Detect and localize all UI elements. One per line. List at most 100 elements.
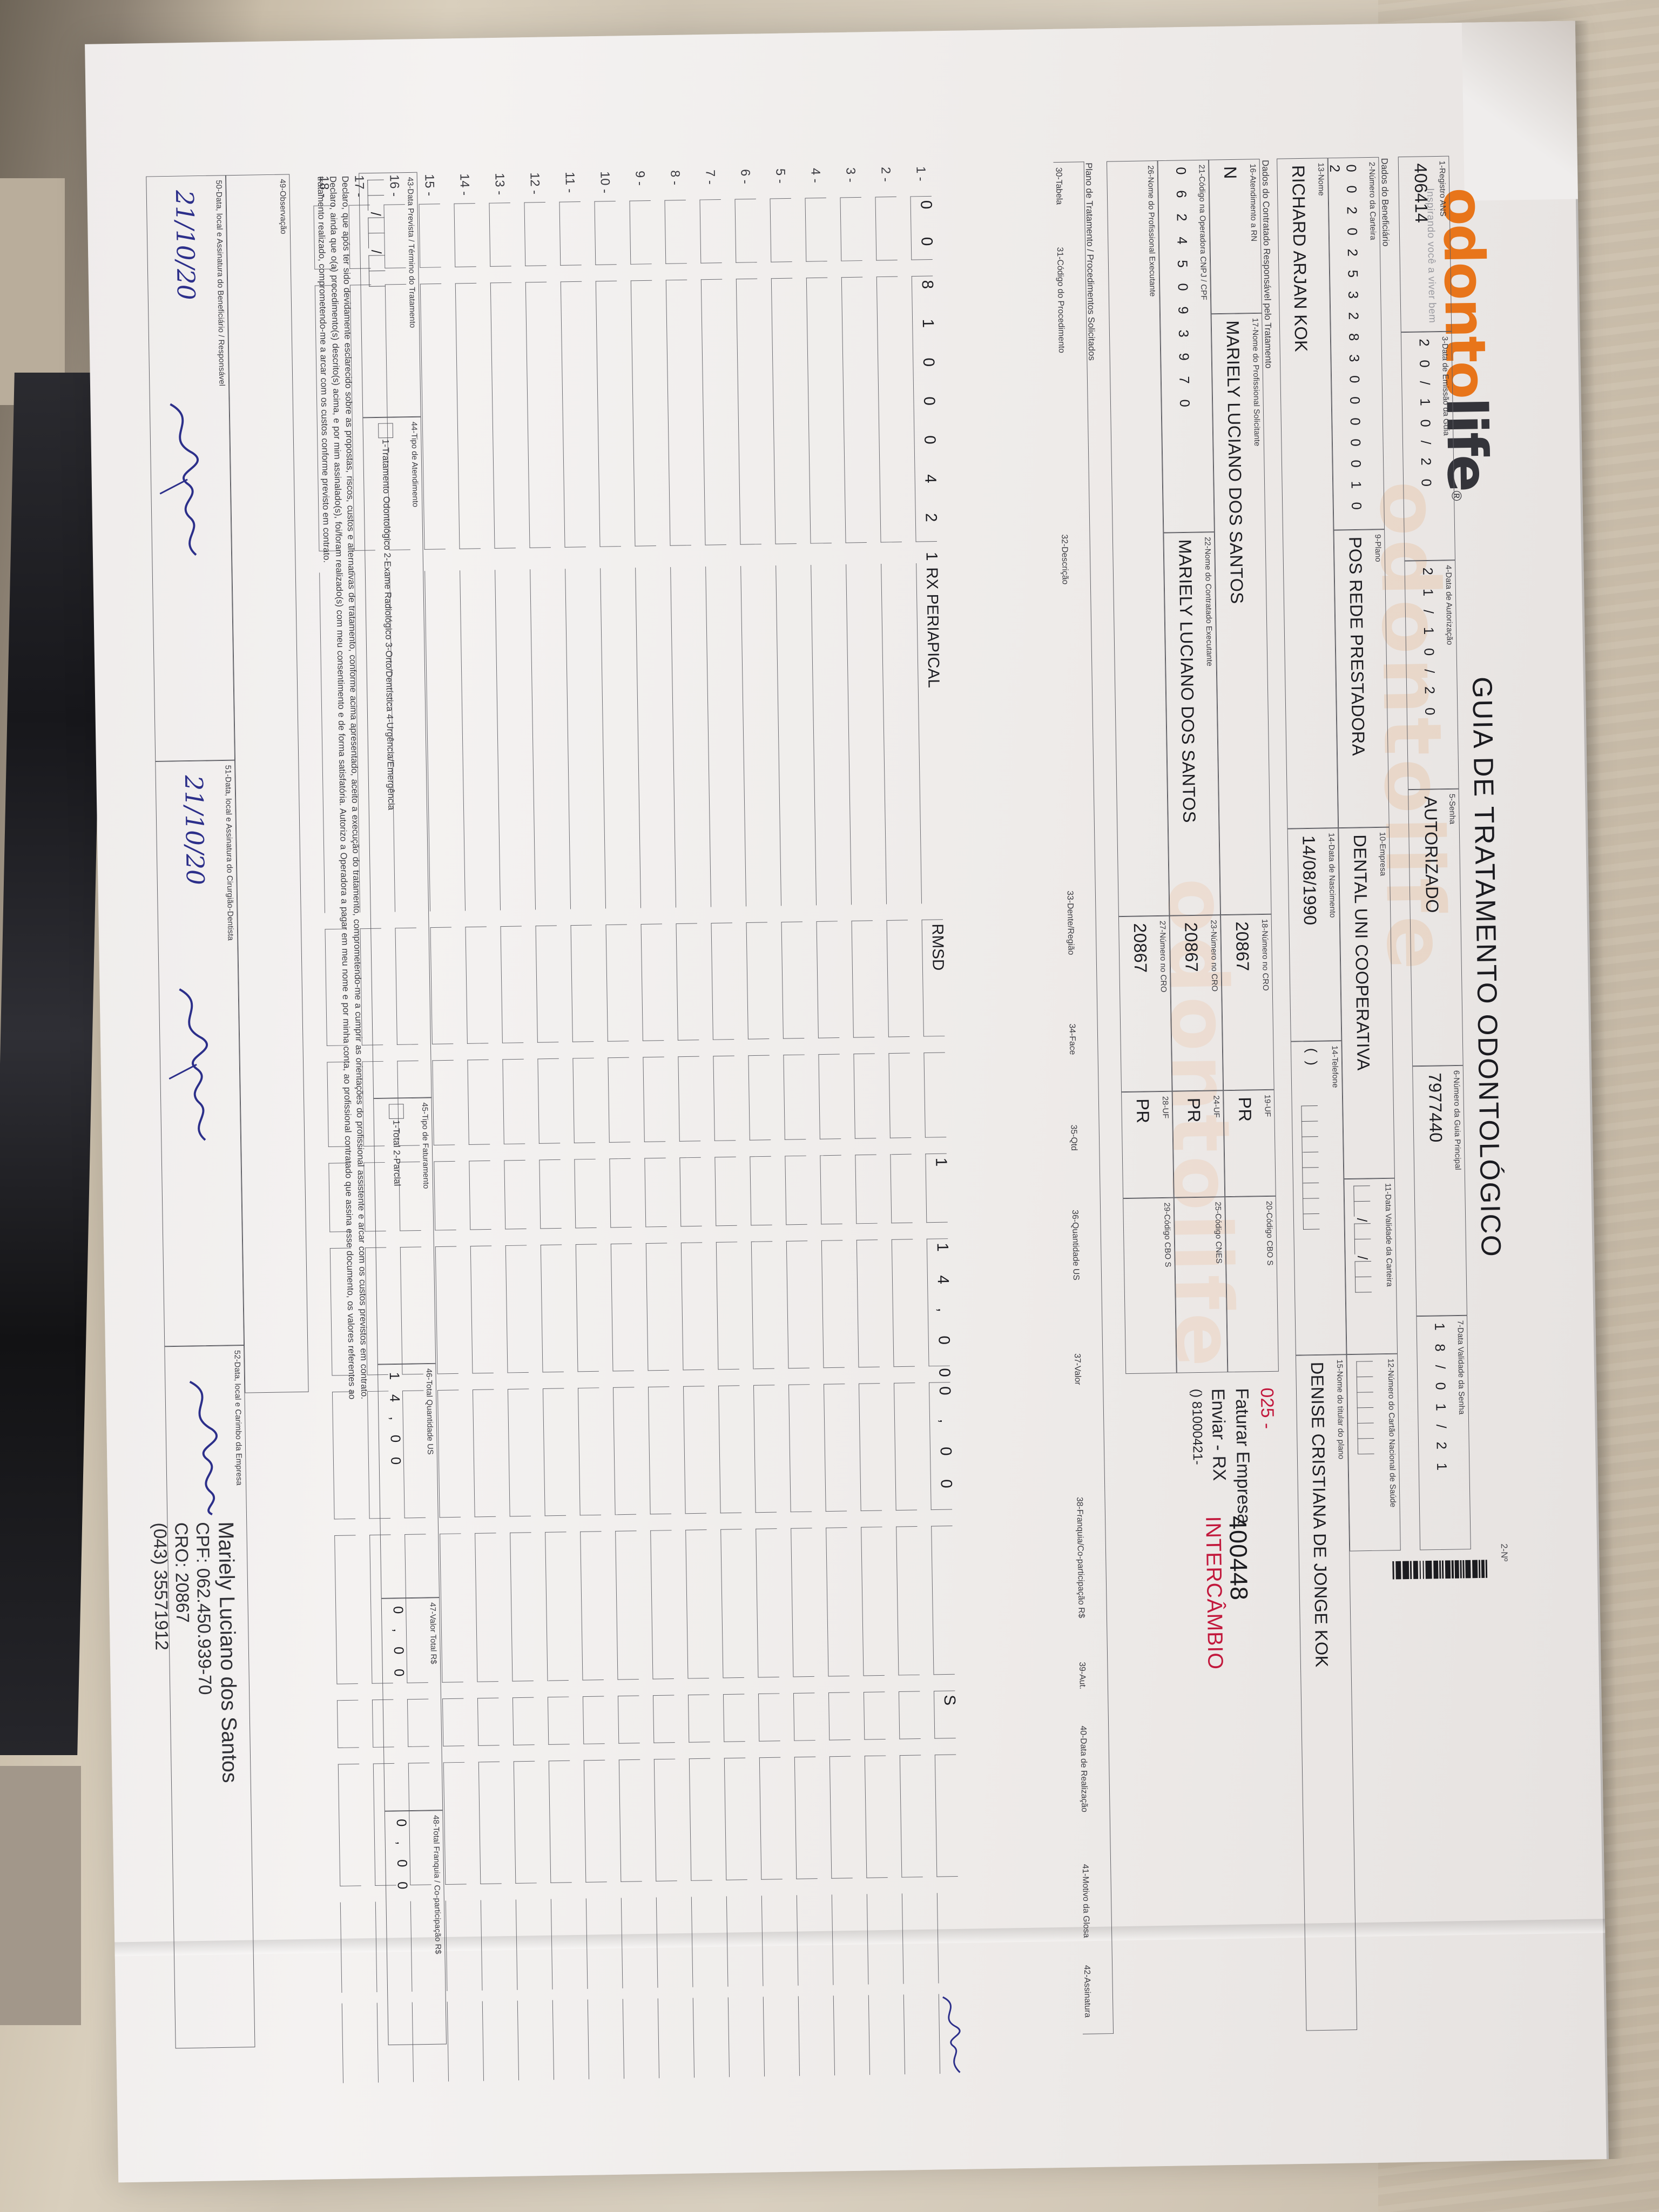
procedure-cell-qtd_us[interactable] [505, 1245, 529, 1373]
procedure-cell-assinatura[interactable] [798, 1995, 821, 2076]
field-numero-cro-1[interactable]: 18-Número no CRO 20867 [1220, 914, 1274, 1091]
procedure-cell-motivo_glosa[interactable] [901, 1893, 925, 1984]
procedure-cell-motivo_glosa[interactable] [515, 1899, 538, 1990]
field-uf-2[interactable]: 24-UF PR [1172, 1090, 1225, 1198]
procedure-cell-valor[interactable] [893, 1382, 918, 1511]
procedure-cell-franquia[interactable] [931, 1526, 955, 1675]
procedure-cell-dente[interactable] [465, 926, 489, 1044]
procedure-cell-aut[interactable] [477, 1697, 500, 1746]
procedure-cell-motivo_glosa[interactable] [796, 1894, 819, 1986]
procedure-cell-data_realizacao[interactable] [864, 1755, 888, 1878]
procedure-cell-descricao[interactable] [460, 570, 487, 911]
field-codigo-cnes[interactable]: 25-Código CNES [1174, 1197, 1228, 1373]
field-uf-1[interactable]: 19-UF PR [1223, 1089, 1276, 1197]
procedure-cell-face[interactable] [572, 1057, 596, 1143]
procedure-cell-dente[interactable] [711, 922, 734, 1040]
procedure-cell-descricao[interactable] [811, 564, 838, 906]
procedure-cell-franquia[interactable] [685, 1529, 709, 1679]
procedure-cell-motivo_glosa[interactable] [656, 1897, 679, 1988]
procedure-cell-valor[interactable] [507, 1388, 531, 1517]
procedure-cell-descricao[interactable] [846, 564, 873, 905]
procedure-cell-qtd_us[interactable] [610, 1243, 634, 1372]
procedure-cell-aut[interactable] [793, 1692, 815, 1741]
procedure-cell-descricao[interactable] [565, 568, 592, 909]
field-plano[interactable]: 9-Plano POS REDE PRESTADORA [1333, 529, 1390, 828]
field-numero-cro-2[interactable]: 23-Número no CRO 20867 [1169, 915, 1224, 1091]
procedure-cell-dente[interactable] [781, 921, 805, 1039]
procedure-cell-valor[interactable] [683, 1386, 707, 1514]
field-uf-3[interactable]: 28-UF PR [1121, 1091, 1174, 1199]
procedure-cell-franquia[interactable] [615, 1530, 639, 1680]
procedure-cell-codigo[interactable] [736, 278, 761, 545]
procedure-cell-motivo_glosa[interactable] [761, 1895, 784, 1986]
procedure-cell-qtd[interactable] [855, 1154, 878, 1224]
procedure-cell-motivo_glosa[interactable] [936, 1892, 960, 1984]
procedure-cell-franquia[interactable] [896, 1526, 920, 1676]
procedure-row[interactable]: 1 - 0 0 8 1 0 0 0 4 2 1 RX PERIAPICAL RMSD 1 1… [903, 164, 968, 2074]
procedure-cell-qtd_us[interactable] [786, 1240, 810, 1369]
procedure-cell-face[interactable] [923, 1052, 947, 1138]
procedure-cell-face[interactable] [467, 1059, 490, 1145]
procedure-cell-qtd_us[interactable] [435, 1246, 458, 1374]
procedure-cell-qtd_us[interactable] [470, 1245, 494, 1374]
procedure-cell-descricao[interactable] [670, 567, 697, 908]
procedure-cell-assinatura[interactable] [587, 1999, 610, 2080]
procedure-cell-dente[interactable] [605, 924, 629, 1042]
procedure-cell-tabela[interactable] [840, 197, 862, 261]
field-total-quantidade-us[interactable]: 46-Total Quantidade US 1 4 , 0 0 [377, 1363, 440, 1599]
procedure-cell-codigo[interactable] [771, 278, 797, 544]
procedure-cell-motivo_glosa[interactable] [445, 1900, 468, 1991]
procedure-cell-qtd[interactable] [890, 1154, 913, 1224]
procedure-cell-codigo[interactable] [560, 281, 586, 548]
procedure-cell-tabela[interactable] [524, 202, 547, 266]
procedure-cell-assinatura[interactable] [447, 2001, 470, 2082]
field-total-franquia[interactable]: 48-Total Franquia / Co-participação R$ 0… [384, 1810, 447, 2046]
procedure-cell-motivo_glosa[interactable] [480, 1899, 503, 1991]
procedure-cell-descricao[interactable] [740, 565, 767, 907]
procedure-cell-codigo[interactable] [525, 281, 551, 548]
signature-beneficiario[interactable]: 50-Data, local e Assinatura do Beneficiá… [146, 175, 235, 761]
procedure-cell-valor[interactable] [788, 1384, 812, 1513]
field-numero-cns[interactable]: 12-Número do Cartão Nacional de Saúde [1346, 1353, 1401, 1552]
procedure-cell-face[interactable] [818, 1054, 841, 1139]
procedure-cell-descricao[interactable] [635, 567, 662, 908]
procedure-cell-dente[interactable] [430, 927, 454, 1044]
procedure-cell-qtd[interactable] [750, 1156, 772, 1226]
procedure-cell-qtd_us[interactable] [575, 1244, 599, 1372]
procedure-cell-motivo_glosa[interactable] [550, 1898, 574, 1990]
procedure-cell-aut[interactable] [617, 1695, 640, 1744]
procedure-cell-tabela[interactable] [770, 198, 792, 262]
procedure-cell-qtd[interactable] [504, 1159, 527, 1230]
procedure-cell-tabela[interactable] [664, 199, 687, 264]
procedure-cell-qtd_us[interactable] [891, 1239, 915, 1367]
procedure-cell-assinatura[interactable] [657, 1998, 680, 2079]
checkbox-tipo-atendimento[interactable] [378, 423, 394, 439]
procedure-cell-franquia[interactable] [510, 1532, 534, 1682]
procedure-cell-dente[interactable] [746, 922, 770, 1040]
procedure-cell-motivo_glosa[interactable] [691, 1896, 714, 1987]
procedure-cell-franquia[interactable] [826, 1527, 849, 1677]
procedure-cell-data_realizacao[interactable] [478, 1761, 502, 1884]
procedure-cell-aut[interactable] [898, 1691, 921, 1739]
procedure-cell-face[interactable] [537, 1058, 561, 1144]
procedure-cell-aut[interactable] [582, 1696, 605, 1744]
procedure-cell-aut[interactable] [547, 1696, 570, 1745]
procedure-cell-qtd[interactable] [820, 1155, 842, 1225]
procedure-cell-face[interactable] [608, 1057, 631, 1143]
procedure-cell-data_realizacao[interactable] [899, 1755, 923, 1878]
procedure-cell-valor[interactable] [823, 1384, 847, 1512]
procedure-cell-franquia[interactable] [861, 1527, 885, 1676]
procedure-cell-face[interactable] [713, 1055, 736, 1141]
procedure-cell-codigo[interactable] [630, 280, 656, 547]
procedure-cell-assinatura[interactable] [763, 1996, 786, 2077]
procedure-cell-motivo_glosa[interactable] [831, 1894, 854, 1985]
procedure-cell-qtd_us[interactable] [540, 1244, 564, 1373]
procedure-cell-dente[interactable] [851, 920, 875, 1038]
procedure-cell-data_realizacao[interactable] [759, 1757, 783, 1880]
field-senha[interactable]: 5-Senha AUTORIZADO [1408, 788, 1464, 1067]
procedure-cell-aut[interactable] [687, 1694, 710, 1743]
procedure-cell-valor[interactable] [718, 1385, 742, 1514]
procedure-cell-data_realizacao[interactable] [653, 1758, 677, 1881]
checkbox-tipo-faturamento[interactable] [388, 1104, 404, 1120]
field-numero-guia-principal[interactable]: 6-Número da Guia Principal 7977440 [1412, 1065, 1467, 1317]
